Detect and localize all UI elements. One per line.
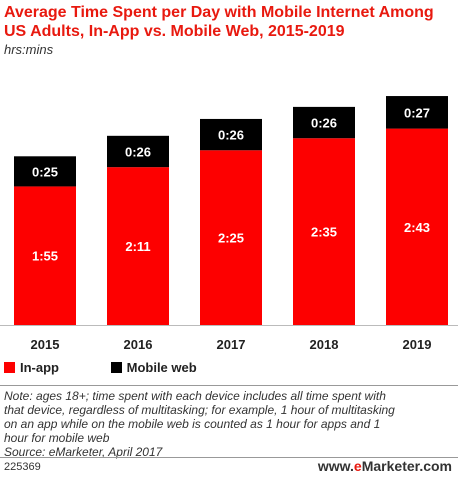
data-label-mobile-web: 0:25: [32, 164, 58, 179]
brand-suffix: .com: [419, 458, 452, 474]
brand-e: e: [353, 458, 362, 474]
brand-name: Marketer: [361, 458, 420, 474]
bar-in-app: [14, 186, 76, 325]
data-label-mobile-web: 0:26: [125, 144, 151, 159]
legend-item-in-app: In-app: [4, 360, 59, 375]
bar-mobile-web: [107, 135, 169, 168]
data-label-in-app: 1:55: [32, 249, 58, 264]
data-label-mobile-web: 0:26: [218, 128, 244, 143]
legend-label-mobile-web: Mobile web: [126, 360, 197, 375]
x-tick-label: 2018: [310, 337, 339, 352]
data-label-in-app: 2:35: [311, 225, 337, 240]
data-label-in-app: 2:43: [404, 220, 430, 235]
bar-mobile-web: [386, 96, 448, 129]
note-line: hour for mobile web: [4, 431, 110, 445]
x-tick-label: 2019: [403, 337, 432, 352]
note-line: that device, regardless of multitasking;…: [4, 403, 395, 417]
data-label-in-app: 2:11: [125, 239, 150, 254]
legend: In-app Mobile web: [4, 360, 245, 376]
divider: [0, 385, 458, 386]
stacked-bar-chart: 1:55 0:25 2015 2:11 0:26 2016 2:25 0:26 2017 2:35…: [0, 96, 458, 352]
chart-id: 225369: [4, 461, 41, 473]
x-tick-label: 2015: [31, 337, 60, 352]
note-line: Note: ages 18+; time spent with each dev…: [4, 389, 386, 403]
bar-in-app: [386, 128, 448, 325]
x-tick-label: 2017: [217, 337, 246, 352]
mobile-web-swatch: [110, 362, 122, 373]
bar-in-app: [293, 138, 355, 325]
legend-label-in-app: In-app: [20, 360, 59, 375]
data-label-in-app: 2:25: [218, 231, 244, 246]
bar-mobile-web: [14, 156, 76, 187]
chart-subtitle: hrs:mins: [4, 42, 54, 57]
in-app-swatch: [4, 362, 15, 373]
x-tick-label: 2016: [124, 337, 153, 352]
source-line: Source: eMarketer, April 2017: [4, 445, 163, 459]
brand-logo: www.eMarketer.com: [318, 458, 452, 474]
brand-prefix: www.: [317, 458, 354, 474]
data-label-mobile-web: 0:26: [311, 116, 337, 131]
bar-in-app: [107, 167, 169, 325]
legend-item-mobile-web: Mobile web: [110, 360, 197, 375]
bar-mobile-web: [293, 106, 355, 139]
bar-mobile-web: [200, 118, 262, 151]
note-line: on an app while on the mobile web is cou…: [4, 417, 381, 431]
chart-title: Average Time Spent per Day with Mobile I…: [4, 4, 434, 40]
data-label-mobile-web: 0:27: [404, 105, 430, 120]
bar-in-app: [200, 150, 262, 325]
footnote: Note: ages 18+; time spent with each dev…: [4, 389, 456, 459]
divider: [0, 457, 458, 458]
